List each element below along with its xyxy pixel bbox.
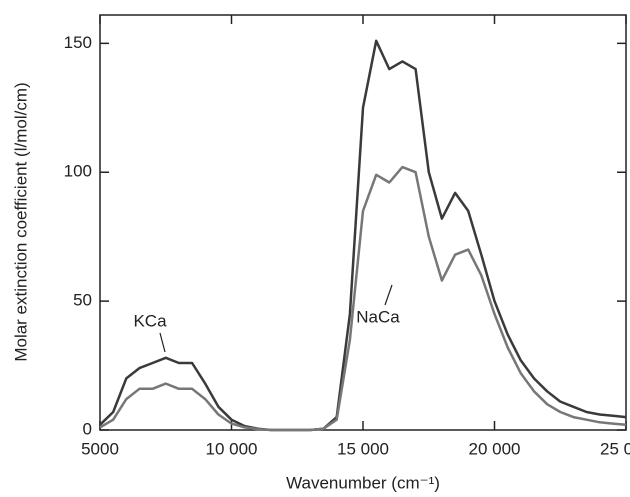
y-tick-label: 150 — [64, 33, 92, 52]
label-leader — [384, 284, 393, 306]
series-line — [99, 39, 627, 432]
series-label: NaCa — [356, 307, 400, 326]
x-tick-label: 10 000 — [206, 439, 258, 458]
y-tick-label: 0 — [83, 419, 92, 438]
series-line — [99, 165, 627, 432]
y-axis-label: Molar extinction coefficient (l/mol/cm) — [11, 82, 30, 361]
x-tick-label: 25 000 — [600, 439, 630, 458]
label-leader — [159, 332, 166, 353]
y-tick-label: 50 — [73, 291, 92, 310]
y-tick-label: 100 — [64, 162, 92, 181]
x-axis-label: Wavenumber (cm⁻¹) — [286, 473, 440, 492]
x-tick-label: 5000 — [81, 439, 119, 458]
x-tick-label: 15 000 — [337, 439, 389, 458]
x-tick-label: 20 000 — [469, 439, 521, 458]
series-label: KCa — [133, 311, 167, 330]
